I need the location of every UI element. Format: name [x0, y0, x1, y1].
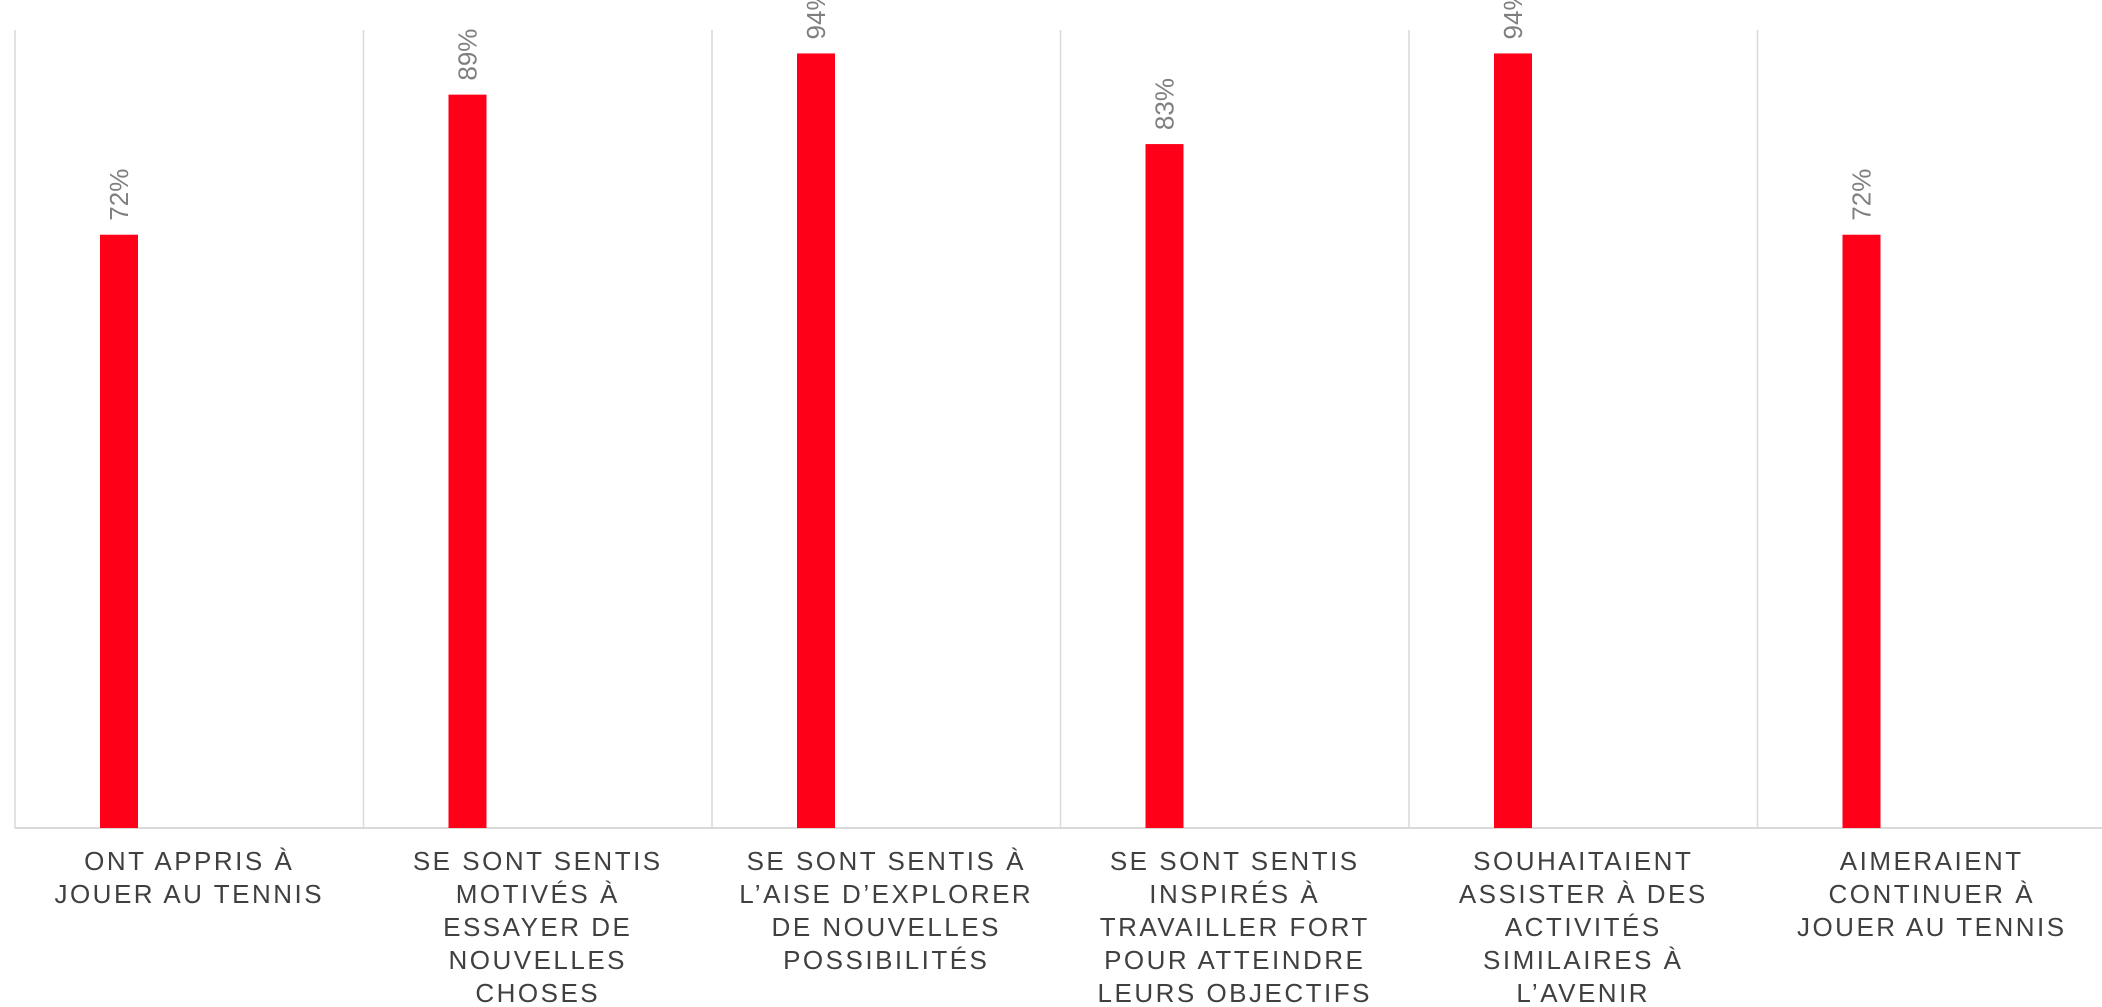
category-label-line: SE SONT SENTIS	[413, 846, 663, 876]
category-label-line: AIMERAIENT	[1840, 846, 2024, 876]
category-label: AIMERAIENT CONTINUER À JOUER AU TENNIS	[1797, 846, 2067, 942]
bar	[797, 53, 835, 828]
category-label-line: L’AISE D’EXPLORER	[739, 879, 1033, 909]
category-label-line: LEURS OBJECTIFS	[1098, 978, 1372, 1007]
category-label: SE SONT SENTIS INSPIRÉS À TRAVAILLER FORT P…	[1098, 846, 1372, 1007]
category-label-line: ASSISTER À DES	[1459, 879, 1708, 909]
category-gridlines	[14, 30, 1759, 828]
category-label-line: POSSIBILITÉS	[783, 945, 989, 975]
category-label-line: JOUER AU TENNIS	[1797, 912, 2067, 942]
value-label: 94%	[801, 0, 831, 39]
category-label-line: CONTINUER À	[1828, 879, 2035, 909]
category-label-line: MOTIVÉS À	[456, 879, 620, 909]
category-label-line: SE SONT SENTIS	[1110, 846, 1360, 876]
value-labels-group: 72% 89% 94% 83% 94% 72%	[104, 0, 1877, 221]
category-label-line: SIMILAIRES À	[1483, 945, 1684, 975]
value-label: 89%	[453, 29, 483, 81]
bars-group	[100, 53, 1881, 829]
category-label-line: INSPIRÉS À	[1149, 879, 1320, 909]
category-label-line: L’AVENIR	[1516, 978, 1650, 1007]
category-label-line: ACTIVITÉS	[1505, 912, 1662, 942]
category-label-line: DE NOUVELLES	[772, 912, 1001, 942]
bar	[1494, 53, 1532, 828]
category-label-line: TRAVAILLER FORT	[1100, 912, 1370, 942]
category-label-line: CHOSES	[475, 978, 600, 1007]
value-label: 83%	[1150, 78, 1180, 130]
category-label: SE SONT SENTIS MOTIVÉS À ESSAYER DE NOUVELL…	[413, 846, 663, 1007]
category-label-line: SOUHAITAIENT	[1473, 846, 1693, 876]
category-label: SE SONT SENTIS À L’AISE D’EXPLORER DE NOUV…	[739, 846, 1033, 975]
category-label: ONT APPRIS À JOUER AU TENNIS	[54, 846, 324, 909]
category-label-line: SE SONT SENTIS À	[747, 846, 1026, 876]
value-label: 72%	[104, 169, 134, 221]
bar	[100, 234, 138, 829]
bar	[1842, 234, 1881, 829]
category-label: SOUHAITAIENT ASSISTER À DES ACTIVITÉS SIMIL…	[1459, 846, 1708, 1007]
category-label-line: POUR ATTEINDRE	[1104, 945, 1365, 975]
bar	[448, 94, 487, 828]
category-label-line: JOUER AU TENNIS	[54, 879, 324, 909]
category-label-line: NOUVELLES	[448, 945, 627, 975]
value-label: 94%	[1498, 0, 1528, 39]
value-label: 72%	[1847, 169, 1877, 221]
bar	[1145, 144, 1184, 828]
category-label-line: ESSAYER DE	[443, 912, 632, 942]
category-label-line: ONT APPRIS À	[84, 846, 294, 876]
